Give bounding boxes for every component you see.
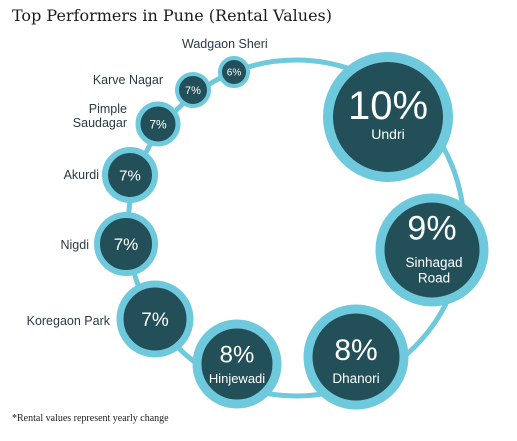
bubble-hinjewadi: 8% Hinjewadi <box>192 319 282 409</box>
bubble-value: 7% <box>119 167 141 184</box>
bubble-value: 7% <box>185 85 201 97</box>
bubble-akurdi: 7% Akurdi <box>64 147 158 203</box>
bubble-label: Road <box>418 271 450 286</box>
bubble-circle <box>102 147 158 203</box>
bubble-circle <box>192 319 282 409</box>
bubble-label: Hinjewadi <box>209 371 265 386</box>
bubble-circle <box>218 56 250 88</box>
bubble-label: Karve Nagar <box>93 73 163 87</box>
bubble-label: Nigdi <box>61 238 90 252</box>
bubble-label: Sinhagad <box>405 255 462 270</box>
bubble-label: Pimple <box>89 102 127 116</box>
bubble-circle <box>323 52 453 182</box>
bubble-circle <box>116 280 194 358</box>
bubble-label: Saudagar <box>73 116 127 130</box>
bubble-nigdi: 7% Nigdi <box>61 212 158 276</box>
bubble-label: Koregaon Park <box>27 314 111 328</box>
bubble-circle <box>94 212 158 276</box>
bubble-wadgaon-sheri: 6% Wadgaon Sheri <box>182 37 268 88</box>
bubble-circle <box>135 101 181 147</box>
bubble-value: 6% <box>227 68 242 79</box>
bubble-circle <box>375 193 489 307</box>
bubble-value: 8% <box>220 341 255 368</box>
footnote: *Rental values represent yearly change <box>12 413 169 424</box>
bubble-koregaon-park: 7% Koregaon Park <box>27 280 194 358</box>
bubble-label: Dhanori <box>332 371 379 386</box>
bubble-karve-nagar: 7% Karve Nagar <box>93 72 211 108</box>
bubble-label: Undri <box>371 126 404 142</box>
chart-title: Top Performers in Pune (Rental Values) <box>12 6 332 25</box>
bubble-value: 8% <box>334 334 377 367</box>
bubble-label: Wadgaon Sheri <box>182 37 268 51</box>
bubble-value: 7% <box>149 117 167 131</box>
bubble-circle <box>175 72 211 108</box>
bubble-value: 10% <box>348 84 428 128</box>
bubble-value: 7% <box>141 310 169 331</box>
bubble-circle <box>303 304 409 410</box>
bubble-undri: 10%Undri <box>323 52 453 182</box>
bubble-value: 7% <box>114 235 139 254</box>
bubble-label: Akurdi <box>64 168 99 182</box>
bubble-value: 9% <box>407 209 456 247</box>
bubble-dhanori: 8% Dhanori <box>303 304 409 410</box>
